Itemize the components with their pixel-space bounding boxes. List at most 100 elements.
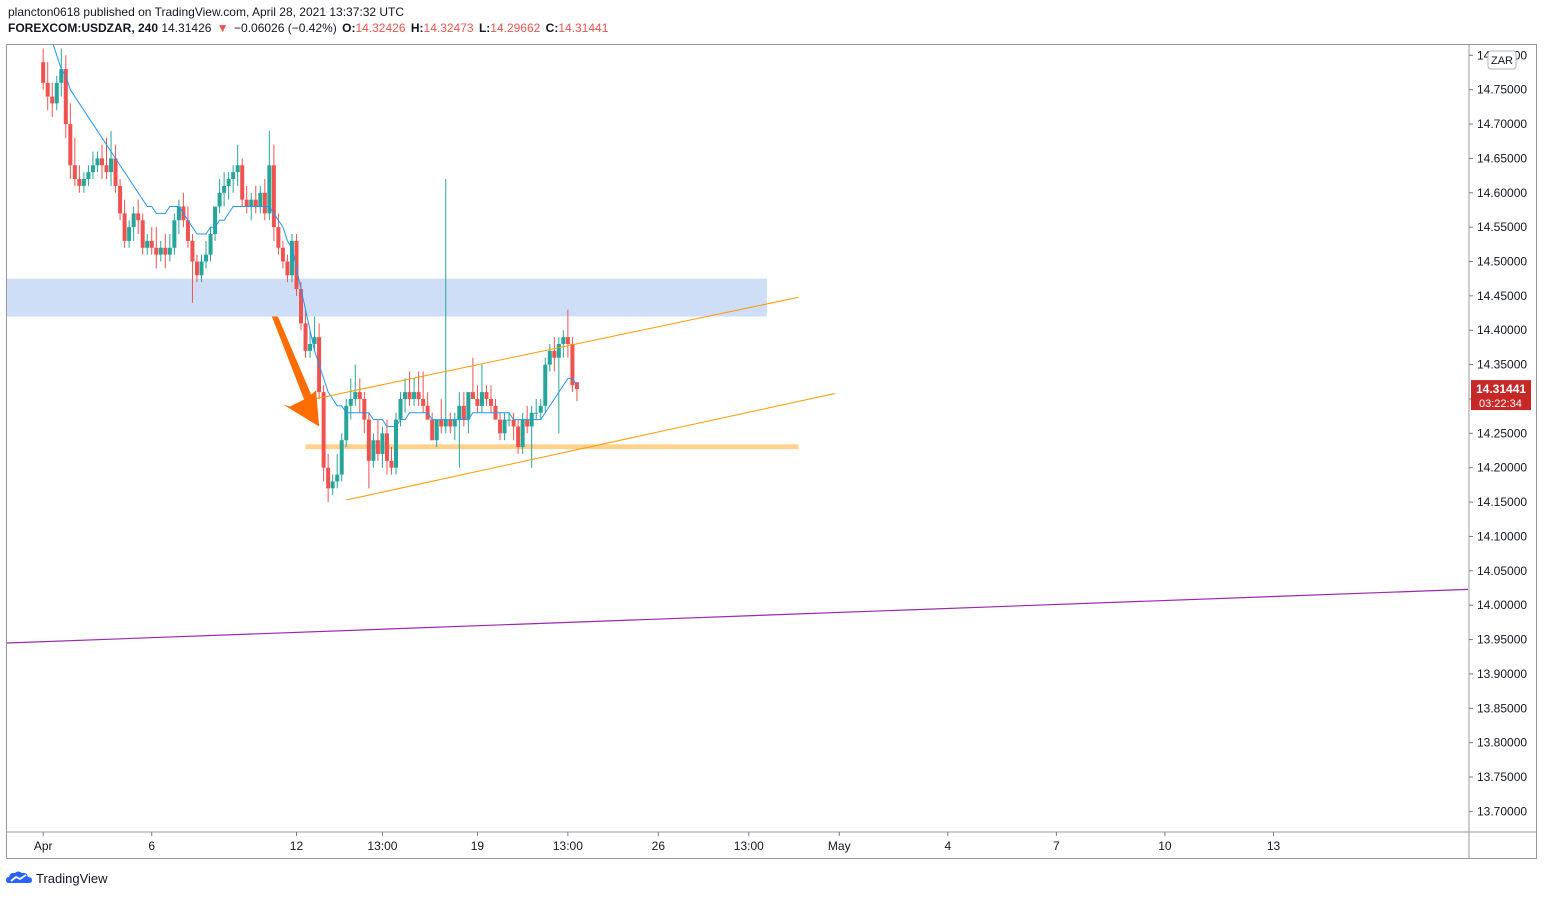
candle-body bbox=[457, 405, 462, 420]
y-tick-label: 13.80000 bbox=[1477, 736, 1527, 750]
candle-body bbox=[50, 96, 55, 104]
candle-body bbox=[439, 419, 444, 427]
y-tick-label: 14.45000 bbox=[1477, 289, 1527, 303]
candle-body bbox=[479, 392, 484, 406]
candle-body bbox=[262, 192, 267, 214]
x-tick-label: 13:00 bbox=[367, 839, 397, 853]
y-tick-label: 14.70000 bbox=[1477, 117, 1527, 131]
candle-body bbox=[113, 158, 118, 186]
last-price-label: 14.31441 bbox=[1476, 382, 1526, 396]
y-tick-label: 13.75000 bbox=[1477, 770, 1527, 784]
currency-tag: ZAR bbox=[1491, 55, 1513, 67]
y-tick-label: 14.40000 bbox=[1477, 323, 1527, 337]
candle-body bbox=[452, 419, 457, 427]
symbol-info-row: FOREXCOM:USDZAR, 240 14.31426 ▼ −0.06026… bbox=[8, 20, 610, 36]
candle-body bbox=[312, 337, 317, 344]
down-arrow-icon bbox=[271, 316, 320, 427]
x-tick-label: 6 bbox=[148, 839, 155, 853]
symbol-name[interactable]: FOREXCOM:USDZAR, 240 bbox=[8, 21, 159, 35]
candle-body bbox=[398, 398, 403, 420]
last-price: 14.31426 bbox=[161, 21, 212, 35]
x-tick-label: 10 bbox=[1158, 839, 1172, 853]
y-tick-label: 14.25000 bbox=[1477, 426, 1527, 440]
x-tick-label: 7 bbox=[1053, 839, 1060, 853]
candle-body bbox=[339, 440, 344, 475]
candle-body bbox=[321, 392, 326, 468]
candle-body bbox=[81, 179, 86, 186]
high-value: 14.32473 bbox=[423, 21, 474, 35]
y-tick-label: 13.85000 bbox=[1477, 701, 1527, 715]
footer-brand: TradingView bbox=[36, 870, 108, 886]
candle-body bbox=[525, 419, 530, 427]
candle-body bbox=[145, 240, 150, 248]
candle-body bbox=[357, 392, 362, 399]
candle-body bbox=[348, 398, 353, 406]
candle-body bbox=[534, 412, 539, 414]
candle-body bbox=[213, 206, 218, 235]
y-tick-label: 13.70000 bbox=[1477, 804, 1527, 818]
candle-body bbox=[63, 69, 68, 125]
close-value: 14.31441 bbox=[558, 21, 609, 35]
candle-body bbox=[235, 165, 240, 173]
candle-body bbox=[86, 172, 91, 180]
y-tick-label: 14.75000 bbox=[1477, 83, 1527, 97]
candle-body bbox=[45, 82, 50, 97]
y-axis[interactable]: 14.8000014.7500014.7000014.6500014.60000… bbox=[1468, 45, 1531, 858]
low-value: 14.29662 bbox=[490, 21, 541, 35]
candle-body bbox=[185, 220, 190, 241]
candle-body bbox=[204, 254, 209, 262]
candle-body bbox=[158, 247, 163, 255]
high-label: H: bbox=[410, 21, 424, 35]
candle-body bbox=[393, 419, 398, 468]
candle-body bbox=[127, 227, 132, 241]
x-tick-label: 13:00 bbox=[553, 839, 583, 853]
candle-body bbox=[520, 419, 525, 448]
candle-body bbox=[68, 124, 73, 166]
candle-body bbox=[217, 192, 222, 207]
candle-body bbox=[41, 62, 46, 83]
price-chart[interactable]: 14.8000014.7500014.7000014.6500014.60000… bbox=[6, 27, 1536, 858]
candle-body bbox=[294, 240, 299, 290]
candle-body bbox=[344, 405, 349, 441]
x-tick-label: May bbox=[828, 839, 851, 853]
candle-body bbox=[72, 165, 77, 180]
candle-body bbox=[366, 419, 371, 461]
candles-layer bbox=[41, 48, 579, 503]
candle-body bbox=[443, 419, 448, 427]
candle-body bbox=[511, 419, 516, 427]
y-tick-label: 14.55000 bbox=[1477, 220, 1527, 234]
candle-body bbox=[570, 343, 575, 386]
candle-body bbox=[267, 165, 272, 214]
x-axis[interactable]: Apr 6 12 13:00 19 13:00 26 13:00 May 4 7 10 13 bbox=[7, 831, 1536, 853]
candle-body bbox=[118, 185, 123, 214]
candle-body bbox=[375, 440, 380, 454]
candle-body bbox=[389, 460, 394, 468]
candle-body bbox=[172, 220, 177, 248]
candle-body bbox=[280, 247, 285, 262]
candle-body bbox=[380, 433, 385, 454]
y-tick-label: 14.00000 bbox=[1477, 598, 1527, 612]
currency-tag-box bbox=[1487, 50, 1517, 70]
candle-body bbox=[249, 199, 254, 207]
y-tick-label: 14.05000 bbox=[1477, 564, 1527, 578]
candle-body bbox=[244, 199, 249, 207]
candle-body bbox=[59, 69, 64, 83]
candle-body bbox=[122, 213, 127, 241]
y-tick-label: 14.20000 bbox=[1477, 461, 1527, 475]
candle-body bbox=[90, 165, 95, 173]
down-triangle-icon: ▼ bbox=[216, 21, 229, 35]
candle-body bbox=[516, 426, 521, 448]
x-tick-label: 13:00 bbox=[734, 839, 764, 853]
candle-body bbox=[416, 392, 421, 399]
candle-body bbox=[412, 392, 417, 399]
y-tick-label: 14.65000 bbox=[1477, 151, 1527, 165]
candle-body bbox=[299, 289, 304, 324]
ema-line bbox=[42, 27, 578, 427]
candle-body bbox=[208, 234, 213, 255]
candle-body bbox=[240, 165, 245, 200]
candle-body bbox=[384, 433, 389, 461]
candle-body bbox=[498, 419, 503, 434]
candle-body bbox=[556, 343, 561, 358]
long-trendline bbox=[6, 588, 1469, 644]
candle-body bbox=[403, 392, 408, 399]
